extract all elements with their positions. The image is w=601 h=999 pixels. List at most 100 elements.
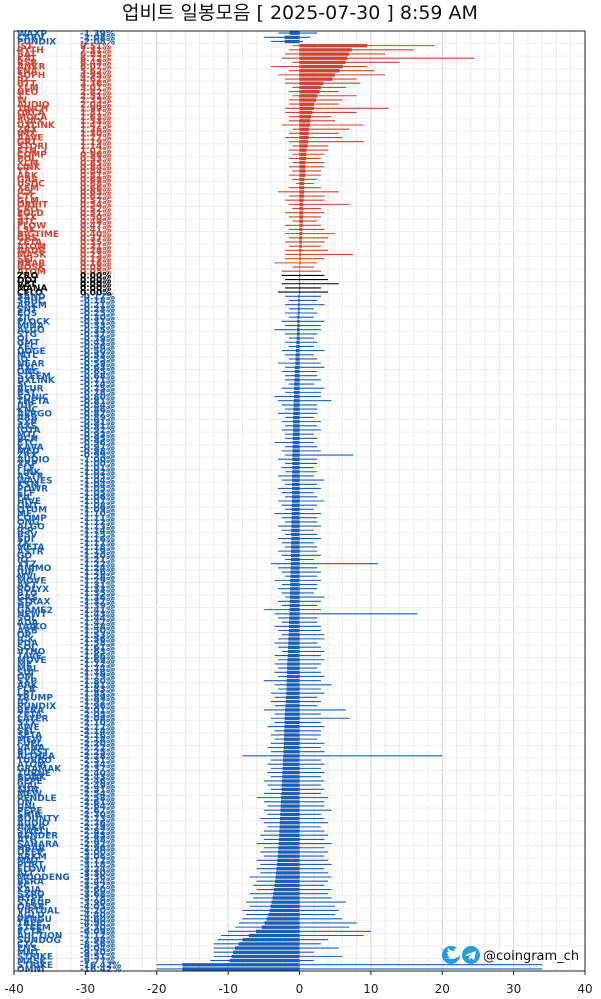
symbol-label: HYPE xyxy=(17,894,44,904)
bar xyxy=(278,850,300,854)
symbol-label: MVL xyxy=(17,572,39,582)
bar xyxy=(291,524,300,528)
bar xyxy=(289,595,300,599)
change-label: -1.76% xyxy=(80,668,115,678)
symbol-label: ATOM xyxy=(17,267,46,277)
change-label: 0.66% xyxy=(80,184,111,194)
change-label: 0.81% xyxy=(80,171,111,181)
bar xyxy=(238,942,300,946)
symbol-label: COMP xyxy=(17,150,47,160)
symbol-label: ANIMO xyxy=(17,564,52,574)
change-label: 0.23% xyxy=(80,251,111,261)
symbol-label: SNT xyxy=(17,305,38,315)
bar xyxy=(292,461,300,466)
change-label: -0.55% xyxy=(80,355,115,365)
change-label: -0.84% xyxy=(80,401,115,411)
bar xyxy=(286,687,300,691)
change-label: -1.02% xyxy=(80,468,115,478)
bar xyxy=(291,541,300,545)
bar xyxy=(292,470,300,474)
symbol-label: EOS xyxy=(17,309,37,319)
bar xyxy=(292,445,300,449)
bar xyxy=(290,574,300,578)
symbol-label: CTC xyxy=(17,940,37,950)
bar xyxy=(294,374,300,378)
change-label: 0.00% xyxy=(80,288,111,298)
symbol-label: VET xyxy=(17,280,37,290)
change-label: -1.09% xyxy=(80,506,115,516)
change-label: -2.37% xyxy=(80,765,115,775)
bar xyxy=(278,837,300,842)
change-label: -1.50% xyxy=(80,627,115,637)
symbol-label: SUI xyxy=(17,535,34,545)
symbol-label: XTZ xyxy=(17,560,37,570)
bar xyxy=(297,323,300,328)
change-label: -1.79% xyxy=(80,673,115,683)
bar xyxy=(233,950,300,954)
bar xyxy=(299,115,312,119)
change-label: -9.04% xyxy=(80,944,115,954)
change-label: -1.39% xyxy=(80,29,115,39)
bar xyxy=(299,273,301,278)
change-label: 1.27% xyxy=(80,134,111,144)
symbol-label: DOGE xyxy=(17,347,46,357)
symbol-label: LINK xyxy=(17,163,42,173)
change-label: -2.61% xyxy=(80,798,115,808)
symbol-label: XLM xyxy=(17,84,39,94)
bar xyxy=(256,929,300,934)
bar xyxy=(293,399,300,403)
change-label: -1.22% xyxy=(80,560,115,570)
change-label: -1.28% xyxy=(80,572,115,582)
symbol-label: MEW xyxy=(17,735,42,745)
symbol-label: GLM xyxy=(17,196,39,206)
symbol-label: MTL xyxy=(17,430,38,440)
change-label: -1.92% xyxy=(80,698,115,708)
symbol-label: COMP xyxy=(17,514,47,524)
symbol-label: ALT xyxy=(17,869,35,879)
symbol-label: ZK xyxy=(17,539,32,549)
bar xyxy=(231,954,300,959)
symbol-label: PUNDIX xyxy=(17,38,56,48)
bar xyxy=(290,570,300,574)
bar xyxy=(299,186,305,190)
change-label: -2.40% xyxy=(80,769,115,779)
change-label: 0.40% xyxy=(80,230,111,240)
symbol-label: AUDIO xyxy=(17,455,50,465)
change-label: -2.85% xyxy=(80,831,115,841)
symbol-label: WAVES xyxy=(17,476,52,486)
bar xyxy=(264,921,300,925)
symbol-label: RSR xyxy=(17,59,37,69)
bar xyxy=(299,56,348,60)
bar xyxy=(297,307,300,311)
symbol-label: HP xyxy=(17,602,32,612)
change-label: -1.96% xyxy=(80,702,115,712)
bar xyxy=(289,603,300,608)
symbol-label: GAME2 xyxy=(17,606,53,616)
change-label: -1.29% xyxy=(80,577,115,587)
symbol-label: LSK xyxy=(17,226,37,236)
bar xyxy=(290,582,300,587)
bar xyxy=(279,825,300,829)
change-label: -0.75% xyxy=(80,384,115,394)
symbol-label: GRS xyxy=(17,234,38,244)
symbol-label: BTT xyxy=(17,79,37,89)
change-label: -1.17% xyxy=(80,539,115,549)
symbol-label: SAHC xyxy=(17,297,45,307)
symbol-label: GMT xyxy=(17,338,40,348)
bar xyxy=(266,917,300,921)
symbol-label: ARK xyxy=(17,171,39,181)
bar xyxy=(234,946,300,950)
symbol-label: 1INCH xyxy=(17,104,48,114)
twitter-icon xyxy=(442,946,462,964)
change-label: -0.21% xyxy=(80,301,115,311)
bar xyxy=(299,190,305,194)
symbol-label: MOVE xyxy=(17,656,46,666)
change-label: -0.37% xyxy=(80,330,115,340)
change-label: -2.22% xyxy=(80,744,115,754)
bar xyxy=(289,616,300,620)
change-label: 1.36% xyxy=(80,125,111,135)
change-label: 0.62% xyxy=(80,192,111,202)
change-label: -1.56% xyxy=(80,635,115,645)
bar xyxy=(276,867,300,871)
